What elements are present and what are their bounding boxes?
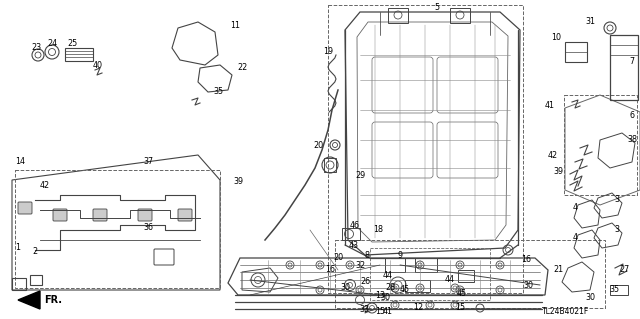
Text: 9: 9 [397, 251, 403, 261]
Bar [370, 248, 490, 300]
Text: 26: 26 [360, 278, 370, 286]
Text: 6: 6 [630, 110, 634, 120]
Bar [450, 8, 470, 23]
Text: 42: 42 [40, 181, 50, 189]
Text: 25: 25 [68, 40, 78, 48]
Text: 39: 39 [553, 167, 563, 176]
Text: TL24B4021F: TL24B4021F [542, 308, 589, 316]
Text: 42: 42 [548, 151, 558, 160]
Text: 35: 35 [213, 87, 223, 97]
FancyBboxPatch shape [18, 202, 32, 214]
Bar [565, 42, 587, 62]
Text: FR.: FR. [44, 295, 62, 305]
Bar [328, 5, 523, 293]
Text: 30: 30 [523, 281, 533, 291]
Text: 41: 41 [383, 308, 393, 316]
Text: 46: 46 [350, 220, 360, 229]
Text: 16: 16 [521, 256, 531, 264]
Text: 45: 45 [400, 286, 410, 294]
Text: 11: 11 [230, 20, 240, 29]
Text: 20: 20 [313, 140, 323, 150]
Text: 45: 45 [457, 288, 467, 298]
Text: 33: 33 [359, 306, 369, 315]
Text: 4: 4 [573, 204, 577, 212]
Text: 32: 32 [355, 261, 365, 270]
Text: 15: 15 [455, 303, 465, 313]
Text: 44: 44 [445, 276, 455, 285]
Text: 37: 37 [143, 158, 153, 167]
Text: 12: 12 [413, 303, 423, 313]
FancyBboxPatch shape [53, 209, 67, 221]
Bar [15, 170, 220, 288]
Text: 39: 39 [233, 177, 243, 187]
Text: 13: 13 [375, 291, 385, 300]
Text: 30: 30 [340, 284, 350, 293]
Bar [415, 258, 437, 272]
Text: 28: 28 [385, 284, 395, 293]
Text: 31: 31 [585, 18, 595, 26]
Bar [610, 285, 628, 295]
Text: 4: 4 [573, 234, 577, 242]
Text: 24: 24 [47, 40, 57, 48]
FancyBboxPatch shape [93, 209, 107, 221]
FancyBboxPatch shape [138, 209, 152, 221]
Text: 3: 3 [614, 196, 620, 204]
Text: 29: 29 [355, 170, 365, 180]
Bar [65, 48, 93, 61]
Text: 40: 40 [93, 61, 103, 70]
Text: 3: 3 [614, 226, 620, 234]
Text: 38: 38 [627, 136, 637, 145]
Bar [458, 270, 474, 282]
Bar [385, 258, 405, 272]
Text: 15: 15 [375, 308, 385, 316]
Text: 19: 19 [323, 48, 333, 56]
Bar [12, 278, 26, 290]
Text: 18: 18 [373, 226, 383, 234]
Text: 22: 22 [238, 63, 248, 72]
Text: 44: 44 [383, 271, 393, 279]
Text: 7: 7 [629, 57, 635, 66]
Bar [388, 8, 408, 23]
Text: 2: 2 [33, 248, 38, 256]
Bar [342, 228, 360, 240]
Text: 20: 20 [333, 254, 343, 263]
Text: 30: 30 [585, 293, 595, 302]
Text: 43: 43 [349, 241, 359, 249]
Text: 36: 36 [143, 224, 153, 233]
Bar [564, 95, 637, 195]
Bar [324, 158, 336, 172]
Text: 30: 30 [380, 293, 390, 302]
Text: 21: 21 [553, 265, 563, 275]
Text: 10: 10 [551, 33, 561, 42]
Text: 1: 1 [15, 243, 20, 253]
Text: 5: 5 [435, 4, 440, 12]
Text: 16: 16 [325, 265, 335, 275]
Bar [405, 280, 430, 292]
Bar [610, 35, 638, 100]
Bar [30, 275, 42, 285]
FancyBboxPatch shape [178, 209, 192, 221]
Text: 14: 14 [15, 158, 25, 167]
Text: 8: 8 [365, 251, 369, 261]
Polygon shape [18, 291, 40, 309]
Text: 41: 41 [545, 100, 555, 109]
Bar [335, 240, 605, 308]
Text: 35: 35 [609, 286, 619, 294]
Text: 27: 27 [620, 265, 630, 275]
Text: 23: 23 [31, 43, 41, 53]
